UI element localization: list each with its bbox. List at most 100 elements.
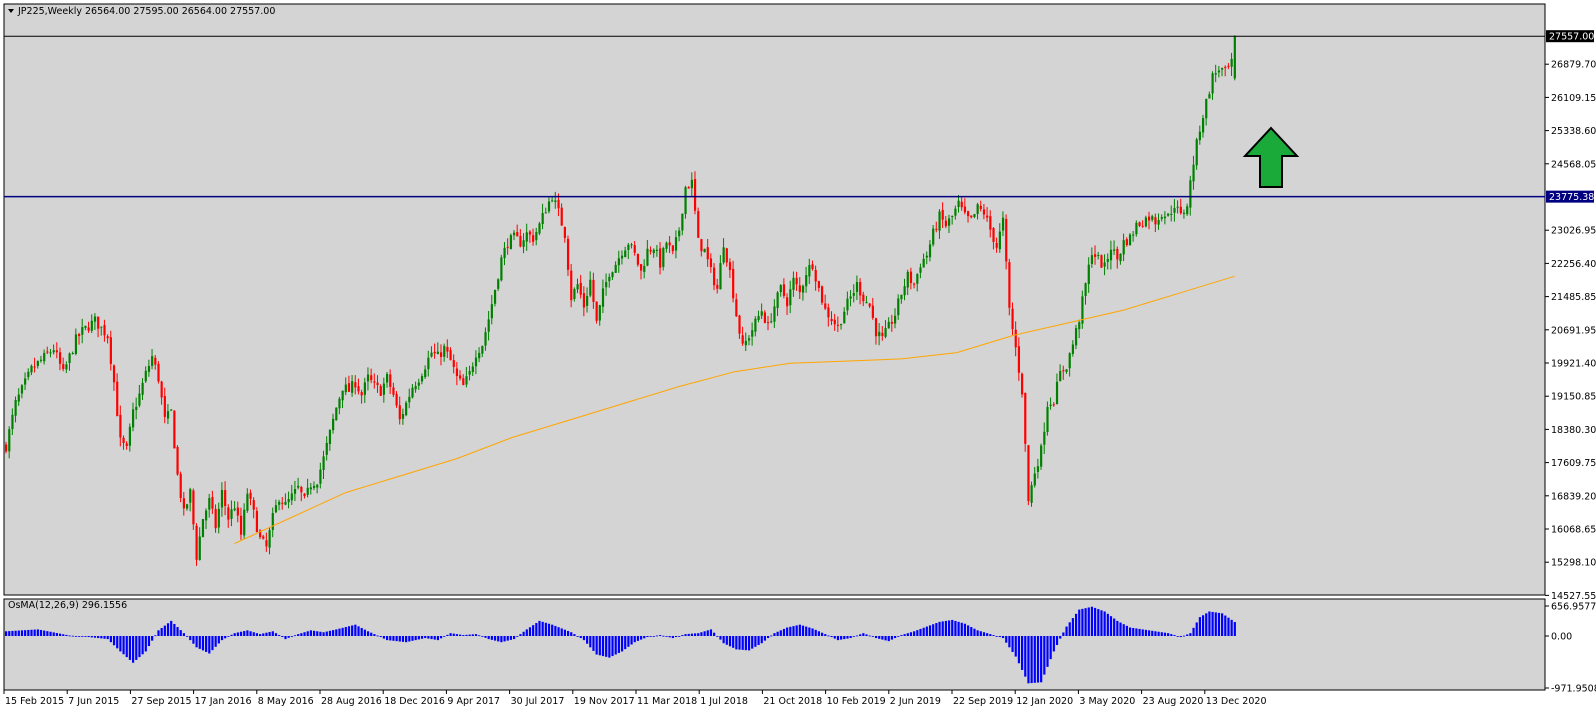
candle-body	[87, 327, 90, 331]
current-price-tag	[1546, 30, 1594, 43]
candle-body	[1201, 118, 1205, 133]
osma-bar	[97, 636, 100, 639]
candle-body	[640, 264, 643, 271]
osma-bar	[481, 636, 484, 637]
osma-bar	[938, 621, 941, 636]
candle-body	[805, 275, 808, 287]
osma-bar	[970, 627, 973, 636]
candle-body	[160, 381, 163, 398]
candlestick-layer	[5, 35, 1236, 566]
osma-bar	[662, 635, 665, 637]
osma-bar	[439, 636, 443, 639]
candle-body	[601, 288, 605, 307]
osma-bar	[922, 627, 925, 636]
candle-body	[795, 277, 798, 285]
candle-body	[1198, 131, 1201, 141]
candle-body	[430, 352, 433, 357]
candle-body	[398, 405, 401, 420]
candle-body	[773, 306, 776, 322]
candle-body	[74, 334, 78, 354]
osma-bar	[1221, 613, 1224, 636]
osma-bar	[633, 636, 636, 643]
osma-bar	[132, 636, 135, 663]
chevron-down-icon[interactable]	[8, 9, 14, 13]
candle-body	[420, 376, 424, 382]
candle-body	[424, 369, 427, 378]
candle-body	[1182, 212, 1186, 214]
osma-bar	[516, 636, 519, 637]
time-tick-label: 23 Aug 2020	[1143, 696, 1204, 707]
candle-body	[770, 321, 773, 323]
candle-body	[170, 409, 173, 411]
time-tick-label: 2 Jun 2019	[890, 696, 941, 707]
osma-bar	[312, 630, 316, 636]
candle-body	[941, 210, 944, 220]
candle-body	[268, 530, 271, 548]
osma-bar	[424, 636, 427, 639]
osma-bar	[278, 635, 281, 636]
candle-body	[1078, 322, 1081, 330]
osma-bar	[1027, 636, 1030, 684]
candle-body	[154, 357, 157, 365]
candle-body	[916, 274, 919, 284]
candle-body	[271, 513, 274, 530]
candle-body	[547, 201, 551, 212]
resistance-price-tag	[1546, 190, 1594, 203]
osma-bar	[78, 636, 81, 637]
candle-body	[687, 187, 690, 189]
candle-body	[586, 296, 589, 306]
osma-bar	[1052, 636, 1055, 652]
candle-body	[363, 382, 366, 395]
osma-bar	[233, 633, 236, 636]
candle-body	[576, 284, 579, 290]
osma-bar	[735, 636, 738, 650]
osma-bar	[979, 631, 982, 636]
candle-body	[236, 507, 239, 516]
candle-body	[620, 255, 624, 259]
candle-body	[862, 294, 865, 302]
osma-bar	[1214, 612, 1217, 636]
symbol-header[interactable]: JP225,Weekly 26564.00 27595.00 26564.00 …	[8, 6, 275, 17]
candle-body	[246, 493, 249, 511]
osma-bar	[265, 632, 268, 636]
candle-body	[563, 227, 566, 238]
osma-bar	[1090, 606, 1094, 636]
candle-body	[335, 407, 338, 421]
candle-body	[265, 540, 268, 547]
candle-body	[684, 187, 687, 215]
osma-bar	[1014, 636, 1017, 657]
candle-body	[65, 364, 68, 370]
time-tick-label: 17 Jan 2016	[195, 696, 252, 707]
osma-bar	[541, 621, 544, 636]
osma-bar	[503, 636, 506, 642]
osma-tick-label: 656.9577	[1551, 602, 1596, 613]
candle-body	[46, 351, 49, 353]
osma-bar	[509, 636, 513, 640]
price-tick-label: 25338.60	[1551, 126, 1596, 137]
osma-bar	[751, 636, 754, 649]
osma-bar	[474, 634, 478, 636]
osma-bar	[1055, 636, 1059, 646]
candle-body	[5, 444, 8, 452]
osma-bar	[287, 636, 290, 638]
candle-body	[506, 246, 509, 248]
osma-bar	[519, 634, 522, 636]
osma-plot-area[interactable]	[3, 598, 1546, 691]
osma-bar	[1046, 636, 1049, 667]
candle-body	[373, 381, 376, 383]
candle-body	[1046, 406, 1049, 432]
candle-body	[319, 469, 322, 484]
price-tick-label: 21485.85	[1551, 292, 1596, 303]
candle-body	[697, 211, 700, 238]
candle-body	[827, 307, 830, 318]
osma-bar	[589, 636, 592, 648]
osma-bar	[420, 636, 424, 639]
candle-body	[300, 487, 303, 493]
resistance-line-layer[interactable]: 23775.38 27557.00	[4, 30, 1594, 203]
osma-bar	[1062, 632, 1065, 636]
osma-bar	[547, 623, 551, 636]
osma-bar	[1078, 609, 1081, 636]
osma-bar	[497, 636, 500, 642]
osma-bar	[52, 632, 55, 636]
